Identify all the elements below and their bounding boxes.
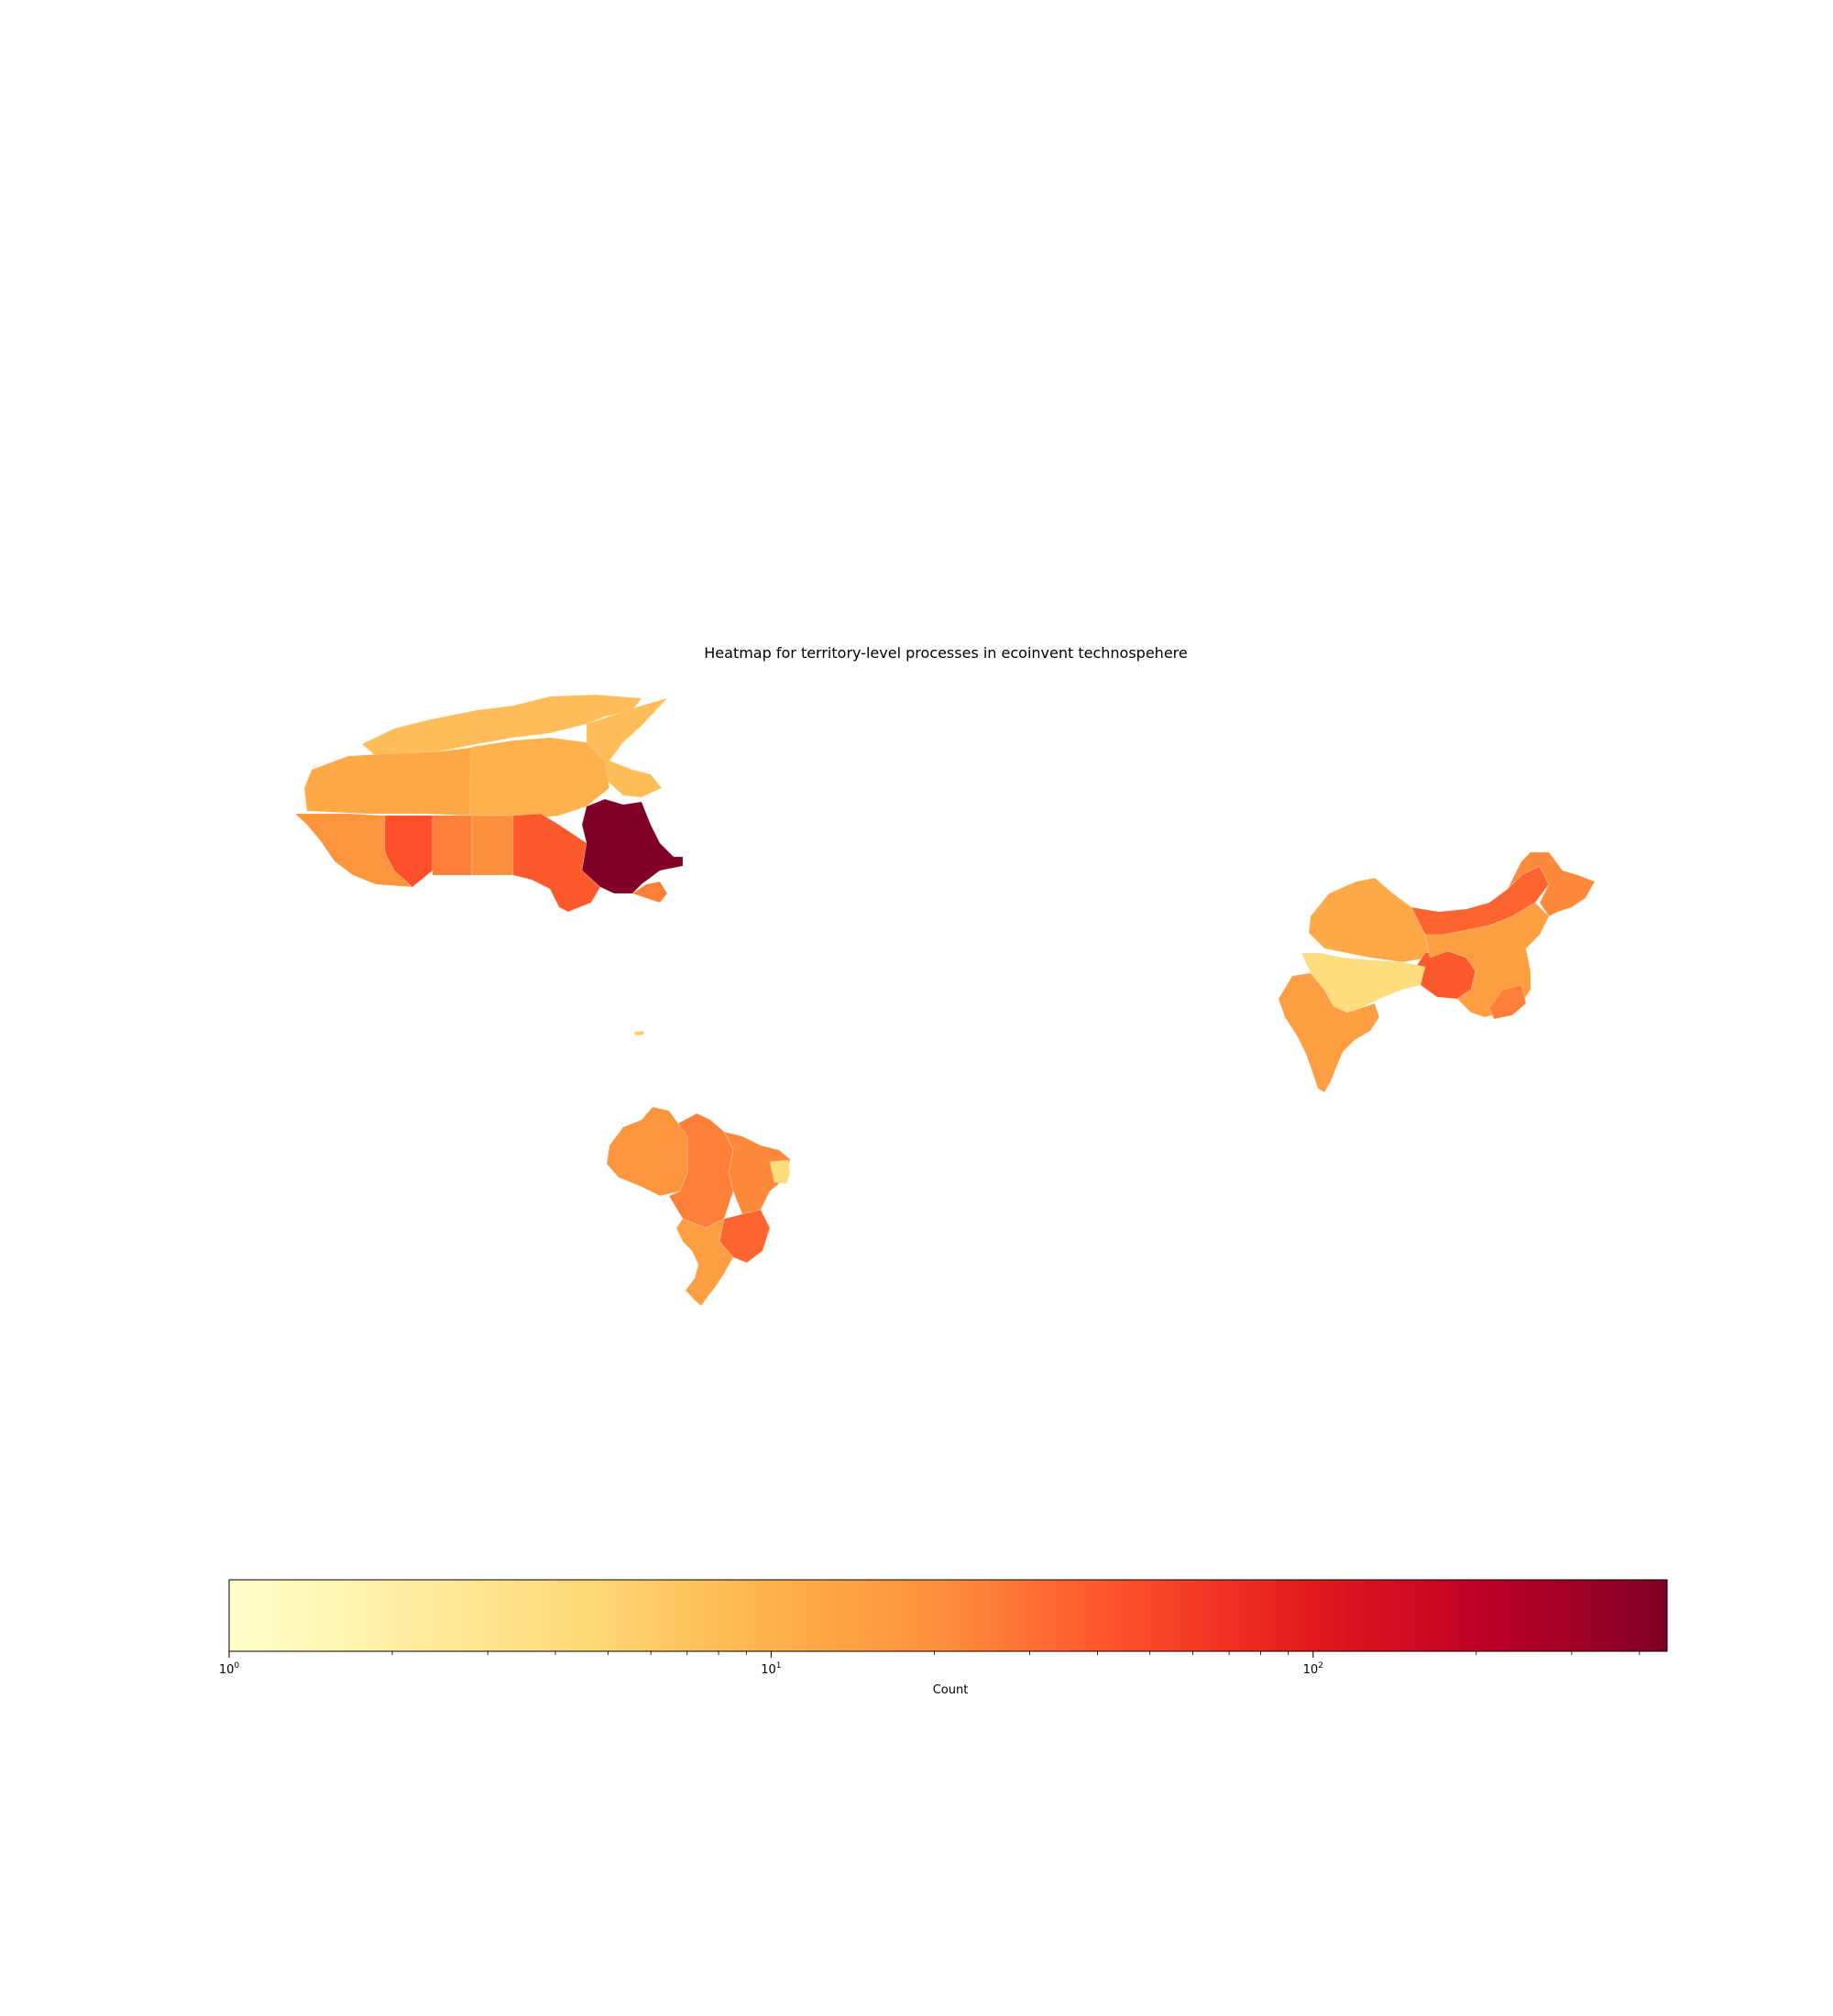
map (294, 694, 1596, 1307)
colorbar-tick-label: 102 (1303, 1661, 1323, 1677)
region-brazil-east-coast (769, 1159, 791, 1185)
colorbar-minor-ticks (391, 1651, 1641, 1655)
region-asia-west (1308, 877, 1431, 963)
colorbar-major-ticks: 100 101 102 (219, 1651, 1323, 1677)
region-caribbean-islet (633, 1030, 645, 1036)
colorbar-tick-label: 101 (761, 1661, 781, 1677)
region-canada-quebec (581, 798, 684, 894)
colorbar: 100 101 102 Count (219, 1579, 1668, 1697)
region-brazil-northeast (723, 1131, 791, 1215)
region-canada-west-coast (294, 813, 413, 888)
region-canada-atlantic (631, 881, 668, 904)
region-asia-northeast (1507, 851, 1596, 917)
region-canada-prairie-b (432, 815, 473, 876)
colorbar-gradient (228, 1579, 1668, 1652)
region-canada-ontario (512, 813, 601, 913)
chart-title: Heatmap for territory-level processes in… (704, 644, 1187, 662)
region-asia-himalaya (1301, 952, 1426, 1013)
region-brazil-southeast (719, 1209, 771, 1264)
region-asia-south-peninsula (1278, 972, 1380, 1093)
region-canada-nw-territories (303, 746, 477, 816)
region-brazil-north (606, 1106, 688, 1197)
region-brazil-south (675, 1218, 734, 1307)
region-asia-southeast-coast (1488, 984, 1527, 1020)
colorbar-tick-label: 100 (219, 1661, 240, 1677)
region-canada-prairie-c (471, 815, 514, 876)
colorbar-label: Count (933, 1683, 969, 1697)
